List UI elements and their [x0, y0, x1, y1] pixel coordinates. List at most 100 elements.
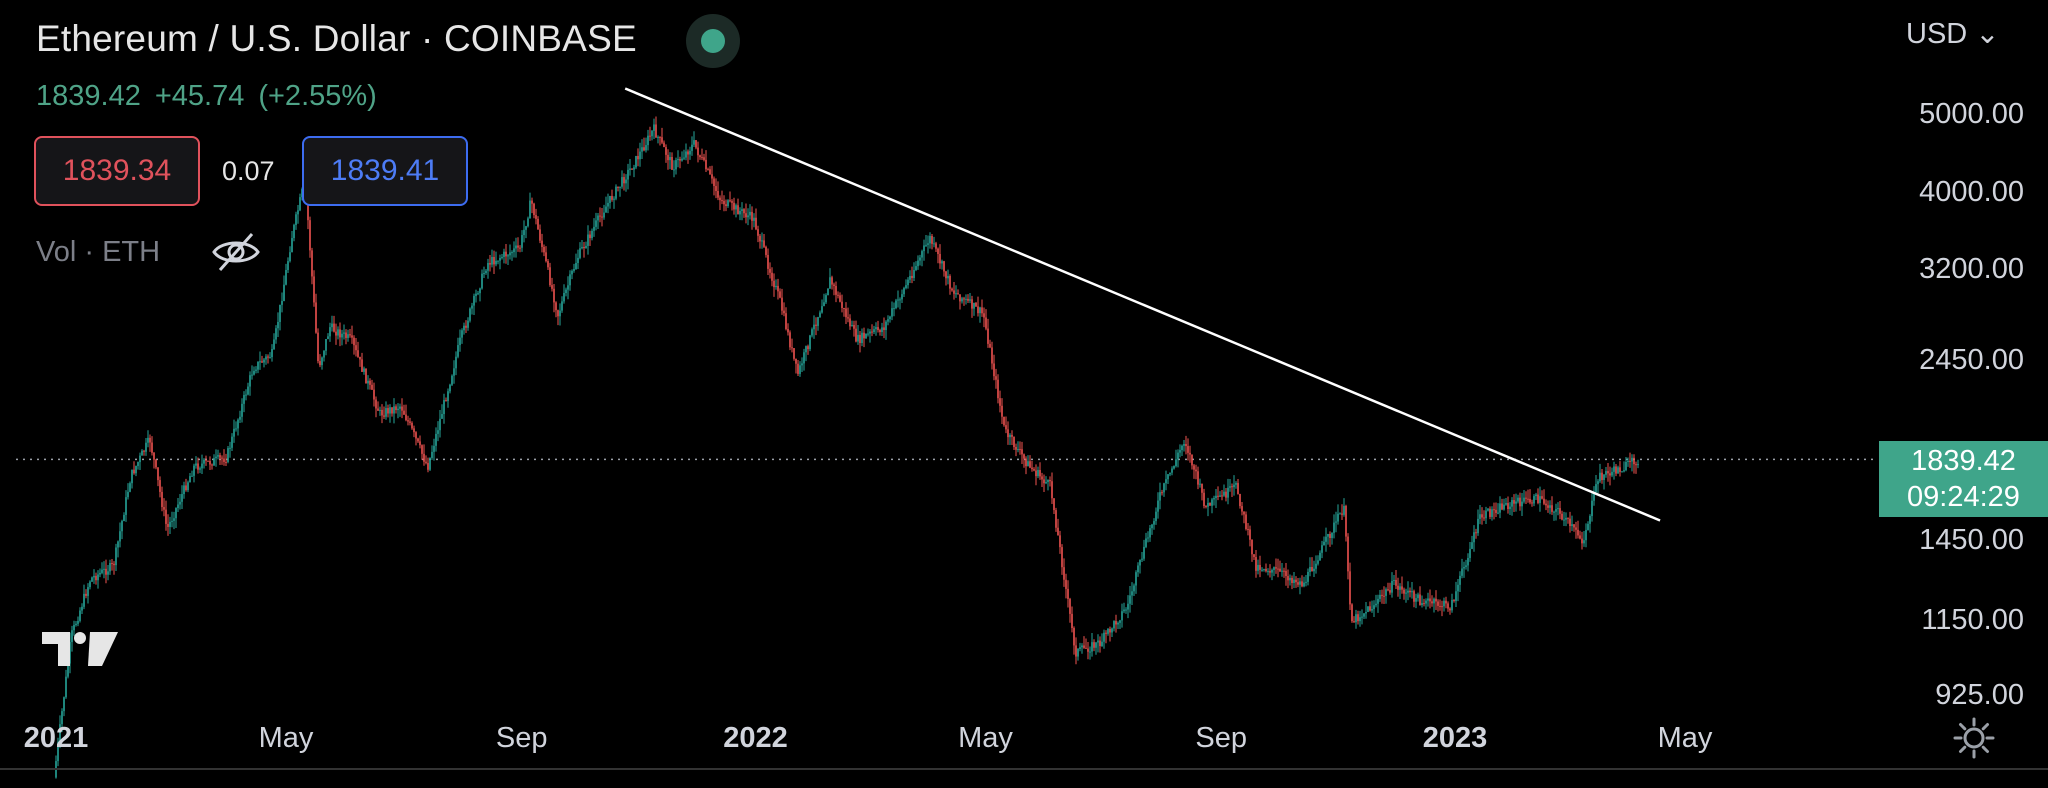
candle-down	[1019, 449, 1021, 451]
candle-down	[1043, 479, 1045, 484]
candle-up	[893, 308, 895, 310]
candle-down	[835, 285, 837, 295]
candle-down	[111, 562, 113, 564]
candle-down	[1277, 568, 1279, 570]
candle-down	[163, 507, 165, 510]
candle-up	[1137, 565, 1139, 573]
candle-up	[609, 195, 611, 203]
candle-up	[497, 260, 499, 262]
candle-down	[1423, 603, 1425, 605]
candle-up	[1477, 518, 1479, 534]
candle-down	[1203, 492, 1205, 507]
candle-up	[1121, 611, 1123, 621]
candle-down	[709, 169, 711, 175]
candle-down	[1311, 567, 1313, 572]
candle-down	[981, 307, 983, 314]
candle-down	[1061, 547, 1063, 568]
candle-down	[935, 243, 937, 249]
candle-up	[1289, 577, 1291, 581]
candle-down	[335, 331, 337, 336]
candle-down	[1221, 495, 1223, 497]
candle-up	[817, 317, 819, 326]
candle-up	[1101, 641, 1103, 647]
candle-down	[1115, 621, 1117, 625]
candle-up	[809, 335, 811, 350]
candle-down	[849, 318, 851, 327]
candle-up	[397, 408, 399, 411]
candle-up	[811, 329, 813, 336]
candle-up	[233, 428, 235, 437]
eye-off-icon[interactable]	[210, 226, 262, 278]
candle-down	[953, 290, 955, 294]
currency-selector[interactable]: USD ⌄	[1906, 18, 2000, 50]
candle-up	[1407, 590, 1409, 593]
candle-down	[1069, 598, 1071, 614]
candle-up	[827, 288, 829, 296]
candle-down	[207, 460, 209, 462]
time-tick: Sep	[495, 722, 548, 754]
candle-down	[315, 302, 317, 333]
candle-down	[1403, 589, 1405, 594]
candle-down	[209, 460, 211, 465]
candle-down	[789, 332, 791, 348]
candle-down	[1021, 449, 1023, 455]
candle-up	[115, 547, 117, 566]
candle-up	[603, 212, 605, 218]
candle-up	[869, 331, 871, 334]
candle-down	[165, 509, 167, 524]
candle-down	[807, 346, 809, 350]
candle-up	[947, 275, 949, 279]
price-tick: 4000.00	[1919, 176, 2024, 208]
candle-down	[407, 420, 409, 422]
candle-up	[1333, 522, 1335, 533]
gear-icon[interactable]	[1952, 716, 1996, 760]
candle-up	[1465, 565, 1467, 567]
candle-up	[323, 350, 325, 358]
candle-down	[1529, 498, 1531, 503]
candle-down	[649, 135, 651, 137]
sell-button[interactable]: 1839.34	[34, 136, 200, 206]
candle-down	[1195, 469, 1197, 472]
candle-up	[79, 610, 81, 621]
candle-down	[943, 261, 945, 272]
candle-down	[769, 268, 771, 273]
candle-up	[865, 333, 867, 339]
candle-up	[1331, 532, 1333, 539]
price-tick: 1150.00	[1921, 604, 2024, 636]
candle-down	[773, 280, 775, 288]
candle-up	[1133, 585, 1135, 592]
candle-down	[1085, 647, 1087, 649]
candle-down	[705, 159, 707, 170]
candle-up	[1565, 517, 1567, 520]
candle-up	[523, 229, 525, 236]
candle-down	[661, 137, 663, 143]
candle-up	[1211, 499, 1213, 506]
volume-indicator-label[interactable]: Vol · ETH	[36, 236, 161, 268]
candle-up	[1091, 642, 1093, 652]
candle-down	[1531, 502, 1533, 504]
candle-down	[745, 213, 747, 218]
candle-down	[1231, 486, 1233, 488]
candle-up	[907, 279, 909, 286]
buy-button[interactable]: 1839.41	[302, 136, 468, 206]
spread-value: 0.07	[222, 156, 275, 186]
candle-up	[897, 299, 899, 301]
candle-down	[395, 406, 397, 411]
candle-up	[273, 339, 275, 350]
candle-down	[967, 298, 969, 301]
price-tick: 2450.00	[1919, 344, 2024, 376]
candle-up	[1227, 487, 1229, 498]
price-change-percent: (+2.55%)	[258, 80, 377, 112]
candle-up	[1325, 536, 1327, 542]
candle-up	[819, 312, 821, 318]
candle-up	[183, 485, 185, 495]
candle-up	[77, 620, 79, 624]
symbol-title[interactable]: Ethereum / U.S. Dollar · COINBASE	[36, 18, 637, 59]
candle-down	[655, 124, 657, 138]
candle-up	[171, 520, 173, 522]
candle-up	[569, 274, 571, 286]
candle-down	[317, 332, 319, 362]
candle-up	[741, 209, 743, 211]
candle-up	[429, 457, 431, 470]
